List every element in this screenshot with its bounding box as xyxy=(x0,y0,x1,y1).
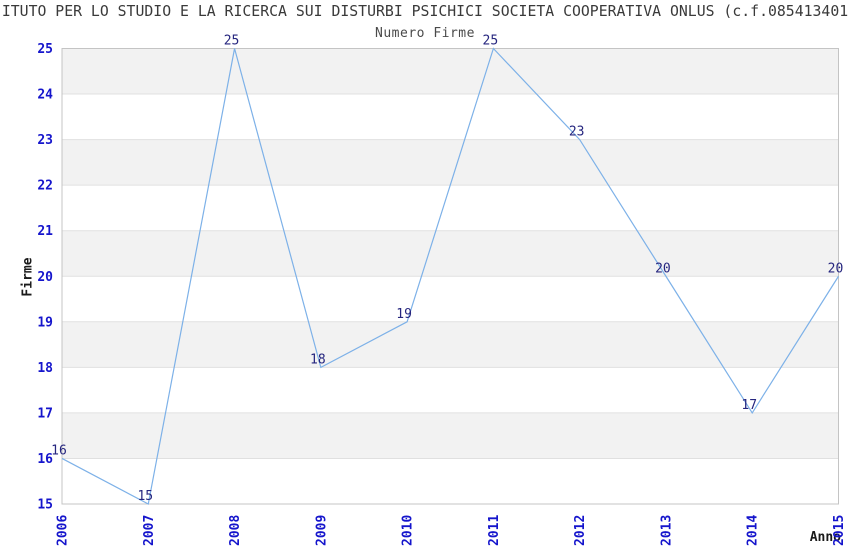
y-tick-label: 23 xyxy=(37,133,53,148)
data-point-label: 23 xyxy=(569,125,585,140)
x-tick-label: 2011 xyxy=(487,515,502,546)
data-point-label: 18 xyxy=(310,352,326,367)
data-point-label: 25 xyxy=(483,34,499,49)
data-point-label: 25 xyxy=(224,34,240,49)
data-point-label: 17 xyxy=(741,398,757,413)
x-axis-title: Anno xyxy=(809,530,841,545)
x-tick-label: 2007 xyxy=(142,515,157,546)
chart-subtitle: Numero Firme xyxy=(375,26,475,41)
chart-main-title: ITUTO PER LO STUDIO E LA RICERCA SUI DIS… xyxy=(1,3,849,20)
x-tick-label: 2006 xyxy=(56,515,71,546)
y-tick-label: 25 xyxy=(37,42,53,57)
x-tick-label: 2012 xyxy=(573,515,588,546)
data-point-label: 16 xyxy=(51,443,67,458)
series-line xyxy=(61,47,840,505)
y-tick-label: 17 xyxy=(37,406,53,421)
grid-band xyxy=(62,139,839,186)
x-tick-label: 2015 xyxy=(832,515,847,546)
data-point-label: 15 xyxy=(137,489,153,504)
x-tick-label: 2008 xyxy=(228,515,243,546)
grid-band xyxy=(62,48,839,95)
y-tick-label: 15 xyxy=(37,498,53,513)
x-tick-label: 2013 xyxy=(659,515,674,546)
y-tick-label: 16 xyxy=(37,452,53,467)
grid-band xyxy=(62,412,839,459)
x-tick-label: 2010 xyxy=(401,515,416,546)
grid-band xyxy=(62,230,839,277)
x-tick-label: 2014 xyxy=(746,515,761,546)
y-tick-label: 19 xyxy=(37,315,53,330)
data-point-label: 20 xyxy=(828,261,844,276)
data-point-label: 19 xyxy=(396,307,412,322)
y-tick-label: 20 xyxy=(37,270,53,285)
x-tick-label: 2009 xyxy=(314,515,329,546)
y-tick-label: 22 xyxy=(37,179,53,194)
y-tick-label: 24 xyxy=(37,88,53,103)
y-tick-label: 18 xyxy=(37,361,53,376)
data-point-label: 20 xyxy=(655,261,671,276)
y-tick-label: 21 xyxy=(37,224,53,239)
